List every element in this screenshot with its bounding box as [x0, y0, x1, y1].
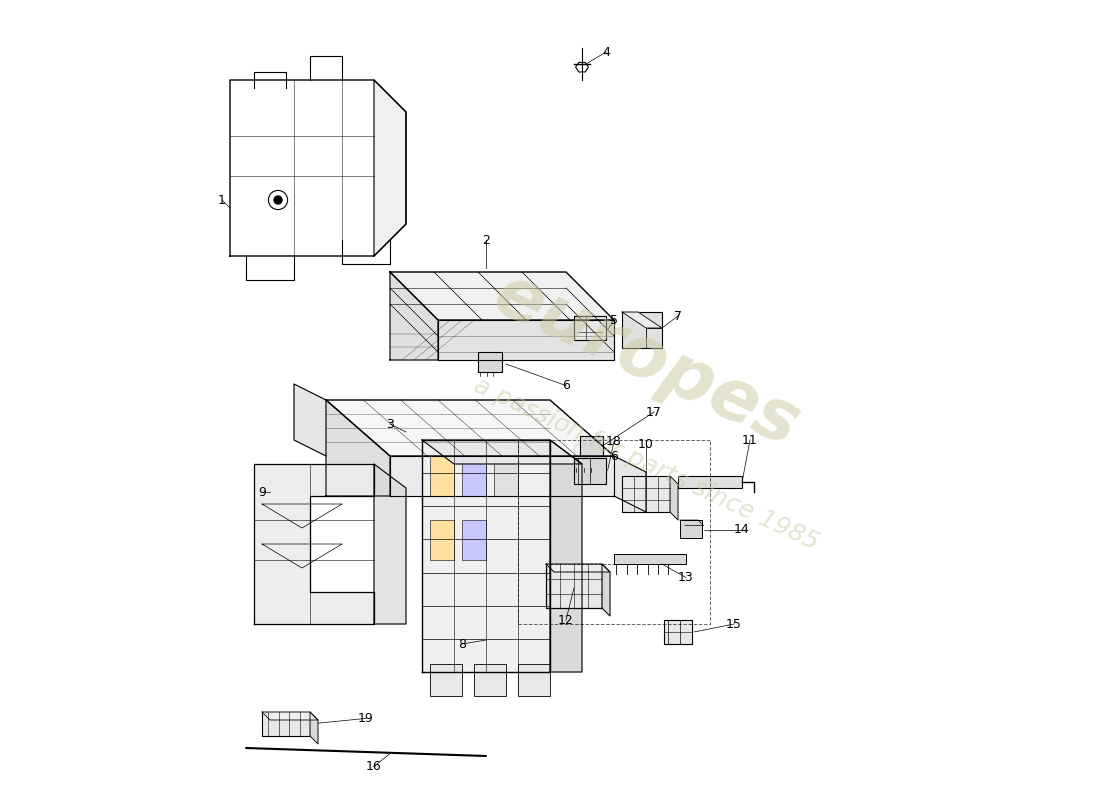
- Text: 6: 6: [562, 379, 570, 392]
- Circle shape: [274, 196, 282, 204]
- Bar: [678, 476, 743, 488]
- Bar: [474, 664, 506, 696]
- Polygon shape: [550, 440, 582, 672]
- Polygon shape: [294, 384, 326, 456]
- Text: 12: 12: [558, 614, 574, 626]
- Polygon shape: [390, 456, 614, 496]
- Polygon shape: [390, 272, 614, 320]
- Polygon shape: [390, 272, 438, 360]
- Text: 7: 7: [674, 310, 682, 322]
- Text: 15: 15: [726, 618, 741, 630]
- Text: 8: 8: [458, 638, 466, 650]
- Polygon shape: [326, 400, 614, 456]
- Polygon shape: [254, 464, 374, 624]
- Text: 1: 1: [218, 194, 226, 206]
- Bar: [574, 444, 602, 468]
- Bar: [621, 476, 670, 512]
- Polygon shape: [326, 400, 390, 496]
- Bar: [574, 316, 606, 340]
- Text: a passion for parts since 1985: a passion for parts since 1985: [470, 374, 823, 554]
- Text: 6: 6: [610, 450, 618, 462]
- Bar: [581, 436, 603, 456]
- Bar: [546, 564, 602, 608]
- Text: 2: 2: [482, 234, 490, 246]
- Bar: [430, 520, 454, 560]
- Bar: [462, 520, 486, 560]
- Polygon shape: [621, 312, 662, 328]
- Polygon shape: [546, 564, 611, 572]
- Text: 11: 11: [742, 434, 758, 446]
- Polygon shape: [614, 456, 646, 512]
- Text: 19: 19: [359, 712, 374, 725]
- Text: 4: 4: [602, 46, 609, 58]
- Polygon shape: [310, 712, 318, 744]
- Polygon shape: [422, 440, 550, 672]
- Polygon shape: [438, 320, 614, 360]
- Text: 13: 13: [678, 571, 694, 584]
- Polygon shape: [602, 564, 610, 616]
- Bar: [430, 664, 462, 696]
- Bar: [680, 520, 702, 538]
- Bar: [478, 352, 502, 372]
- Text: 9: 9: [258, 486, 266, 498]
- Bar: [430, 456, 454, 496]
- Bar: [614, 554, 686, 564]
- Bar: [664, 620, 692, 644]
- Polygon shape: [262, 712, 318, 720]
- Polygon shape: [374, 80, 406, 256]
- Text: 14: 14: [734, 523, 750, 536]
- Text: 17: 17: [646, 406, 662, 418]
- Bar: [574, 458, 606, 484]
- Bar: [621, 312, 662, 348]
- Text: 3: 3: [386, 418, 394, 430]
- Polygon shape: [374, 464, 406, 624]
- Polygon shape: [422, 440, 582, 464]
- Text: 5: 5: [610, 314, 618, 326]
- Text: 16: 16: [366, 760, 382, 773]
- Bar: [262, 712, 310, 736]
- Bar: [462, 456, 486, 496]
- Bar: [494, 456, 518, 496]
- Text: 18: 18: [606, 435, 621, 448]
- Text: europes: europes: [482, 259, 810, 461]
- Text: 10: 10: [638, 438, 653, 450]
- Bar: [518, 664, 550, 696]
- Polygon shape: [670, 476, 678, 520]
